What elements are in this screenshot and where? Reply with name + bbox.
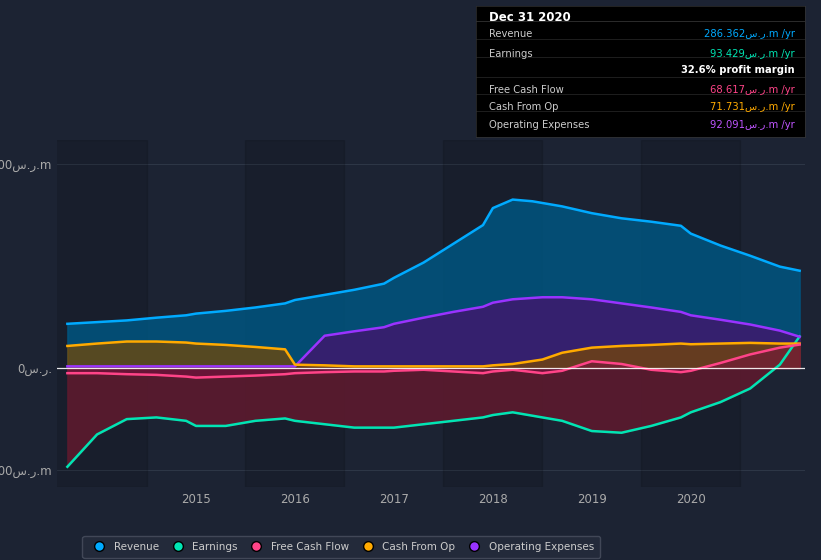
Bar — [245, 140, 345, 487]
Text: Earnings: Earnings — [489, 49, 533, 59]
Text: Dec 31 2020: Dec 31 2020 — [489, 11, 571, 24]
Text: 92.091س.ر.m /yr: 92.091س.ر.m /yr — [710, 120, 795, 130]
Text: Operating Expenses: Operating Expenses — [489, 120, 589, 130]
Legend: Revenue, Earnings, Free Cash Flow, Cash From Op, Operating Expenses: Revenue, Earnings, Free Cash Flow, Cash … — [82, 536, 600, 558]
Text: 71.731س.ر.m /yr: 71.731س.ر.m /yr — [710, 102, 795, 111]
Bar — [443, 140, 543, 487]
Bar — [641, 140, 741, 487]
Text: 68.617س.ر.m /yr: 68.617س.ر.m /yr — [710, 85, 795, 95]
Text: 286.362س.ر.m /yr: 286.362س.ر.m /yr — [704, 29, 795, 39]
Text: Revenue: Revenue — [489, 29, 533, 39]
Text: 32.6% profit margin: 32.6% profit margin — [681, 65, 795, 75]
Text: Cash From Op: Cash From Op — [489, 102, 559, 111]
Text: Free Cash Flow: Free Cash Flow — [489, 85, 564, 95]
Bar — [48, 140, 146, 487]
Text: 93.429س.ر.m /yr: 93.429س.ر.m /yr — [710, 49, 795, 59]
